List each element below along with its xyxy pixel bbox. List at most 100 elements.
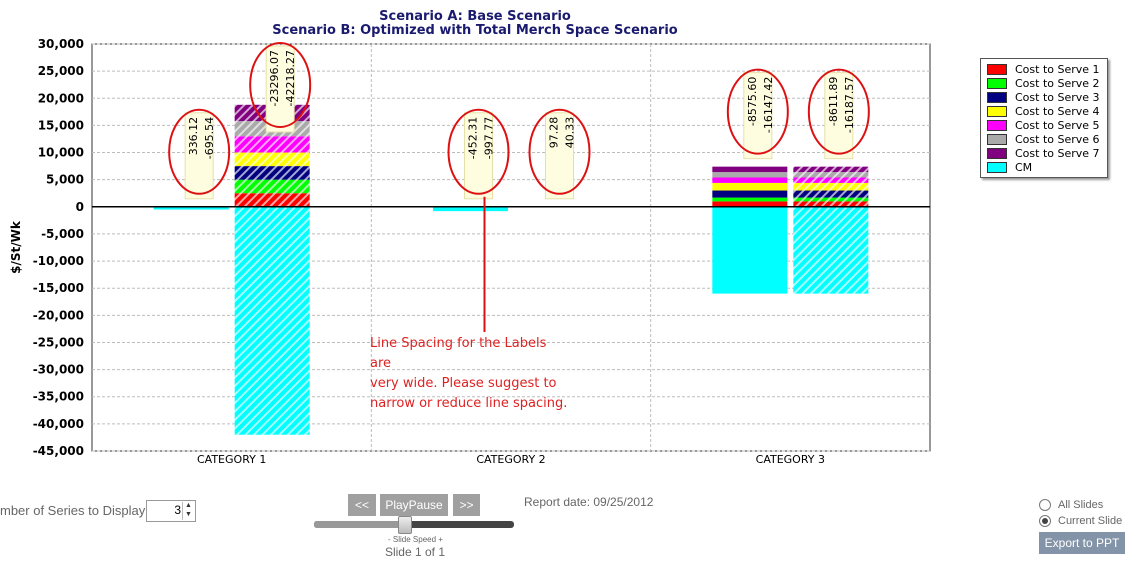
bar-category-3-b-cost-to-serve-4[interactable] — [793, 182, 869, 191]
series-count-value: 3 — [174, 503, 181, 517]
data-label: -8611.89 — [827, 77, 840, 126]
highlight-circle — [168, 108, 231, 195]
chart-title-line1: Scenario A: Base Scenario — [379, 9, 571, 24]
legend-label: Cost to Serve 1 — [1015, 62, 1100, 76]
slide-speed-label: - Slide Speed + — [388, 535, 443, 544]
y-tick-label: -40,000 — [33, 417, 84, 431]
bar-category-1-b-cost-to-serve-4[interactable] — [234, 152, 310, 167]
slide-speed-handle[interactable] — [398, 516, 412, 534]
legend-swatch — [987, 119, 1007, 131]
legend-label: Cost to Serve 5 — [1015, 118, 1100, 132]
bar-category-1-b-cost-to-serve-3[interactable] — [234, 166, 310, 180]
slide-counter: Slide 1 of 1 — [384, 545, 446, 559]
y-tick-label: 15,000 — [38, 118, 84, 132]
legend-item-cm[interactable]: CM — [987, 160, 1032, 174]
legend-swatch — [987, 63, 1007, 75]
legend-label: Cost to Serve 2 — [1015, 76, 1100, 90]
y-tick-label: -20,000 — [33, 308, 84, 322]
y-tick-label: 0 — [76, 200, 84, 214]
annotation-note: Line Spacing for the Labels are very wid… — [370, 334, 570, 414]
data-label: -452.31 — [467, 117, 480, 159]
stepper-up-icon[interactable]: ▲ — [185, 502, 192, 509]
y-tick-label: 30,000 — [38, 37, 84, 51]
bar-category-1-b-cost-to-serve-5[interactable] — [234, 136, 310, 153]
bar-category-3-a-cost-to-serve-5[interactable] — [712, 177, 788, 183]
data-label: -695.54 — [203, 117, 216, 159]
legend-item-cost-to-serve-6[interactable]: Cost to Serve 6 — [987, 132, 1100, 146]
bar-category-1-b-cost-to-serve-2[interactable] — [234, 179, 310, 194]
legend-item-cost-to-serve-4[interactable]: Cost to Serve 4 — [987, 104, 1100, 118]
current-slide-option[interactable]: Current Slide — [1039, 515, 1122, 527]
bar-category-3-b-cost-to-serve-7[interactable] — [793, 166, 869, 173]
highlight-circle — [528, 108, 591, 195]
bar-category-3-a-cm[interactable] — [712, 206, 788, 294]
legend-item-cost-to-serve-7[interactable]: Cost to Serve 7 — [987, 146, 1100, 160]
legend-label: Cost to Serve 7 — [1015, 146, 1100, 160]
legend-label: Cost to Serve 3 — [1015, 90, 1100, 104]
data-label-box — [265, 45, 295, 133]
highlight-circle — [249, 42, 312, 128]
legend-swatch — [987, 91, 1007, 103]
bar-category-3-b-cost-to-serve-1[interactable] — [793, 201, 869, 207]
data-label-box — [824, 72, 854, 160]
previous-slide-button[interactable]: << — [348, 494, 376, 516]
bar-category-3-b-cost-to-serve-5[interactable] — [793, 177, 869, 183]
highlight-circle — [726, 68, 789, 155]
data-label: -8575.60 — [746, 77, 759, 126]
data-label: -16187.57 — [843, 77, 856, 133]
stepper-down-icon[interactable]: ▼ — [185, 511, 192, 518]
x-tick-label: CATEGORY 3 — [756, 453, 825, 466]
export-to-ppt-button[interactable]: Export to PPT — [1039, 532, 1125, 554]
y-tick-label: -15,000 — [33, 281, 84, 295]
all-slides-radio[interactable] — [1039, 499, 1051, 511]
legend-item-cost-to-serve-2[interactable]: Cost to Serve 2 — [987, 76, 1100, 90]
annotation-line-3: narrow or reduce line spacing. — [370, 396, 568, 411]
x-tick-label: CATEGORY 2 — [476, 453, 545, 466]
bar-category-3-b-cost-to-serve-2[interactable] — [793, 197, 869, 202]
legend-item-cost-to-serve-3[interactable]: Cost to Serve 3 — [987, 90, 1100, 104]
data-label-box — [464, 112, 493, 200]
slide-speed-slider[interactable] — [314, 521, 514, 528]
bar-category-1-a-cm[interactable] — [153, 206, 229, 210]
legend-item-cost-to-serve-1[interactable]: Cost to Serve 1 — [987, 62, 1100, 76]
all-slides-option[interactable]: All Slides — [1039, 499, 1103, 511]
legend-swatch — [987, 161, 1007, 173]
y-axis-label: $/St/Wk — [9, 220, 23, 274]
y-tick-label: -25,000 — [33, 335, 84, 349]
bar-category-3-b-cost-to-serve-3[interactable] — [793, 190, 869, 198]
bar-category-3-a-cost-to-serve-4[interactable] — [712, 182, 788, 191]
report-date: Report date: 09/25/2012 — [524, 495, 654, 509]
legend-item-cost-to-serve-5[interactable]: Cost to Serve 5 — [987, 118, 1100, 132]
stacked-bar-chart: 30,000 25,000 20,000 15,000 10,000 5,000 0 -5,0… — [9, 37, 931, 466]
legend-label: Cost to Serve 6 — [1015, 132, 1100, 146]
data-label: 97.28 — [548, 117, 561, 149]
highlight-circle — [807, 68, 870, 155]
current-slide-radio[interactable] — [1039, 515, 1051, 527]
bar-category-3-b-cost-to-serve-6[interactable] — [793, 172, 869, 178]
bar-category-3-a-cost-to-serve-1[interactable] — [712, 201, 788, 207]
bar-category-1-b-cost-to-serve-1[interactable] — [234, 193, 310, 207]
data-label-box — [545, 112, 574, 200]
chart-legend: Cost to Serve 1 Cost to Serve 2 Cost to Se… — [980, 58, 1108, 178]
plot-area — [91, 43, 931, 452]
bar-category-3-a-cost-to-serve-7[interactable] — [712, 166, 788, 173]
data-label: -16147.42 — [762, 77, 775, 133]
current-slide-label: Current Slide — [1058, 515, 1123, 527]
bar-category-3-a-cost-to-serve-2[interactable] — [712, 197, 788, 202]
legend-swatch — [987, 133, 1007, 145]
series-count-label: mber of Series to Display: — [0, 503, 149, 518]
bar-category-3-a-cost-to-serve-3[interactable] — [712, 190, 788, 198]
y-tick-label: -10,000 — [33, 254, 84, 268]
bar-category-2-a-cm[interactable] — [433, 206, 508, 212]
legend-swatch — [987, 105, 1007, 117]
next-slide-button[interactable]: >> — [453, 494, 480, 516]
bar-category-1-b-cm[interactable] — [234, 206, 310, 435]
y-tick-label: 20,000 — [38, 91, 84, 105]
play-pause-button[interactable]: PlayPause — [380, 494, 448, 516]
bar-category-3-a-cost-to-serve-6[interactable] — [712, 172, 788, 178]
series-count-stepper[interactable]: 3 ▲ ▼ — [146, 500, 196, 522]
data-label-box — [184, 112, 214, 200]
y-tick-label: 10,000 — [38, 146, 84, 160]
annotation-line-2: very wide. Please suggest to — [370, 376, 557, 391]
bar-category-3-b-cm[interactable] — [793, 206, 869, 294]
